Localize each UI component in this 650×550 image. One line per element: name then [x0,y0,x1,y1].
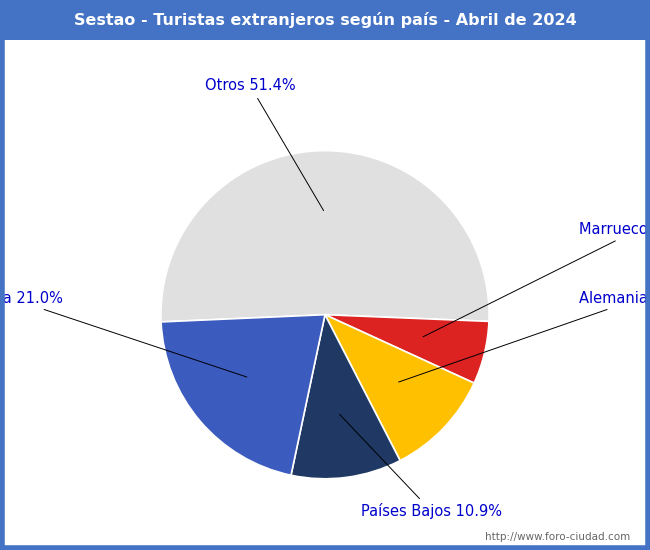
Text: Francia 21.0%: Francia 21.0% [0,291,247,377]
Wedge shape [161,151,489,322]
Wedge shape [161,315,325,475]
Text: Países Bajos 10.9%: Países Bajos 10.9% [339,414,502,519]
Wedge shape [325,315,489,383]
Text: Alemania 10.6%: Alemania 10.6% [398,291,650,382]
Text: Marruecos 6.2%: Marruecos 6.2% [423,222,650,337]
Text: Sestao - Turistas extranjeros según país - Abril de 2024: Sestao - Turistas extranjeros según país… [73,12,577,28]
Text: http://www.foro-ciudad.com: http://www.foro-ciudad.com [486,532,630,542]
Wedge shape [325,315,474,460]
Text: Otros 51.4%: Otros 51.4% [205,78,324,211]
Wedge shape [291,315,400,479]
